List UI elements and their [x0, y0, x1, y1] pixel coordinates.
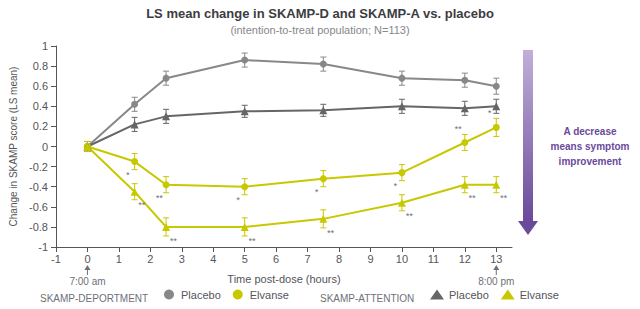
svg-text:8: 8 — [336, 253, 342, 265]
svg-text:*: * — [126, 170, 130, 180]
svg-text:Elvanse: Elvanse — [250, 289, 289, 301]
svg-text:0.6: 0.6 — [33, 80, 48, 92]
svg-text:*: * — [488, 108, 492, 118]
svg-text:**: ** — [454, 124, 462, 134]
svg-text:A decrease: A decrease — [564, 126, 617, 137]
svg-text:**: ** — [405, 211, 413, 221]
svg-text:6: 6 — [273, 253, 279, 265]
svg-text:**: ** — [468, 193, 476, 203]
svg-text:3: 3 — [179, 253, 185, 265]
svg-text:Time post-dose (hours): Time post-dose (hours) — [227, 273, 340, 285]
svg-text:0.2: 0.2 — [33, 120, 48, 132]
svg-text:4: 4 — [210, 253, 216, 265]
svg-text:12: 12 — [459, 253, 471, 265]
svg-text:Change in SKAMP score (LS mean: Change in SKAMP score (LS mean) — [8, 67, 19, 227]
svg-text:*: * — [315, 187, 319, 197]
svg-text:Placebo: Placebo — [181, 289, 221, 301]
svg-text:0: 0 — [42, 141, 48, 153]
svg-text:-0.4: -0.4 — [29, 181, 48, 193]
svg-text:1: 1 — [42, 40, 48, 52]
svg-text:-1: -1 — [51, 253, 61, 265]
svg-text:7: 7 — [305, 253, 311, 265]
svg-text:-0.6: -0.6 — [29, 201, 48, 213]
svg-text:SKAMP-DEPORTMENT: SKAMP-DEPORTMENT — [40, 293, 148, 304]
svg-text:11: 11 — [428, 253, 439, 265]
svg-text:-1: -1 — [38, 241, 48, 253]
svg-text:13: 13 — [490, 253, 502, 265]
svg-text:**: ** — [500, 193, 508, 203]
svg-text:2: 2 — [147, 253, 153, 265]
svg-text:7:00 am: 7:00 am — [69, 276, 105, 287]
svg-text:10: 10 — [396, 253, 408, 265]
svg-text:improvement: improvement — [559, 156, 622, 167]
svg-text:0: 0 — [84, 253, 90, 265]
svg-text:-0.2: -0.2 — [29, 161, 48, 173]
svg-text:*: * — [236, 195, 240, 205]
svg-text:0.8: 0.8 — [33, 60, 48, 72]
svg-text:*: * — [393, 181, 397, 191]
svg-text:(intention-to-treat population: (intention-to-treat population; N=113) — [230, 24, 409, 36]
svg-text:means symptom: means symptom — [551, 141, 630, 152]
svg-text:5: 5 — [242, 253, 248, 265]
svg-text:8:00 pm: 8:00 pm — [478, 276, 514, 287]
svg-text:-0.8: -0.8 — [29, 221, 48, 233]
svg-text:Elvanse: Elvanse — [520, 289, 559, 301]
svg-text:9: 9 — [367, 253, 373, 265]
svg-text:**: ** — [327, 228, 335, 238]
svg-text:**: ** — [170, 236, 178, 246]
svg-text:**: ** — [248, 236, 256, 246]
svg-text:**: ** — [156, 193, 164, 203]
svg-text:**: ** — [138, 200, 146, 210]
svg-text:Placebo: Placebo — [449, 289, 489, 301]
svg-text:SKAMP-ATTENTION: SKAMP-ATTENTION — [320, 293, 414, 304]
svg-text:1: 1 — [116, 253, 122, 265]
svg-text:0.4: 0.4 — [33, 100, 48, 112]
svg-text:LS mean change in SKAMP-D and: LS mean change in SKAMP-D and SKAMP-A vs… — [146, 6, 494, 21]
